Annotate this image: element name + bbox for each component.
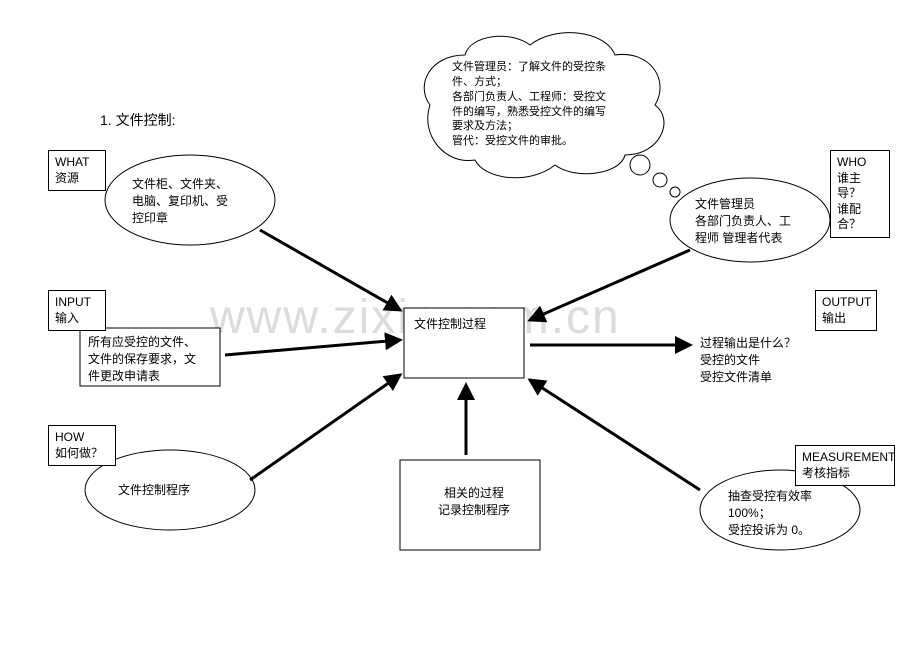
how-label-box: HOW 如何做？ [48,425,116,466]
page-title: 1. 文件控制: [100,110,175,130]
who-label-cn1: 谁主导？ [837,171,883,202]
measurement-label-en: MEASUREMENT [802,450,888,466]
center-title: 文件控制过程 [414,316,486,333]
what-label-cn: 资源 [55,171,99,187]
who-content: 文件管理员 各部门负责人、工 程师 管理者代表 [695,196,791,246]
who-label-box: WHO 谁主导？ 谁配合？ [830,150,890,238]
output-label-en: OUTPUT [822,295,870,311]
cloud-content: 文件管理员：了解文件的受控条 件、方式； 各部门负责人、工程师：受控文 件的编写… [452,60,606,149]
input-label-cn: 输入 [55,311,99,327]
measurement-content: 抽查受控有效率 100%； 受控投诉为 0。 [728,488,812,538]
what-content: 文件柜、文件夹、 电脑、复印机、受 控印章 [132,176,228,226]
how-content: 文件控制程序 [118,482,190,499]
input-label-box: INPUT 输入 [48,290,106,331]
how-label-cn: 如何做？ [55,446,109,462]
input-content: 所有应受控的文件、 文件的保存要求，文 件更改申请表 [88,334,196,384]
what-label-en: WHAT [55,155,99,171]
measurement-label-box: MEASUREMENT 考核指标 [795,445,895,486]
output-label-cn: 输出 [822,311,870,327]
output-label-box: OUTPUT 输出 [815,290,877,331]
who-label-cn2: 谁配合？ [837,202,883,233]
who-label-en: WHO [837,155,883,171]
what-label-box: WHAT 资源 [48,150,106,191]
bottom-center-content: 相关的过程 记录控制程序 [438,485,510,519]
output-content: 过程输出是什么？ 受控的文件 受控文件清单 [700,335,796,385]
input-label-en: INPUT [55,295,99,311]
measurement-label-cn: 考核指标 [802,466,888,482]
how-label-en: HOW [55,430,109,446]
